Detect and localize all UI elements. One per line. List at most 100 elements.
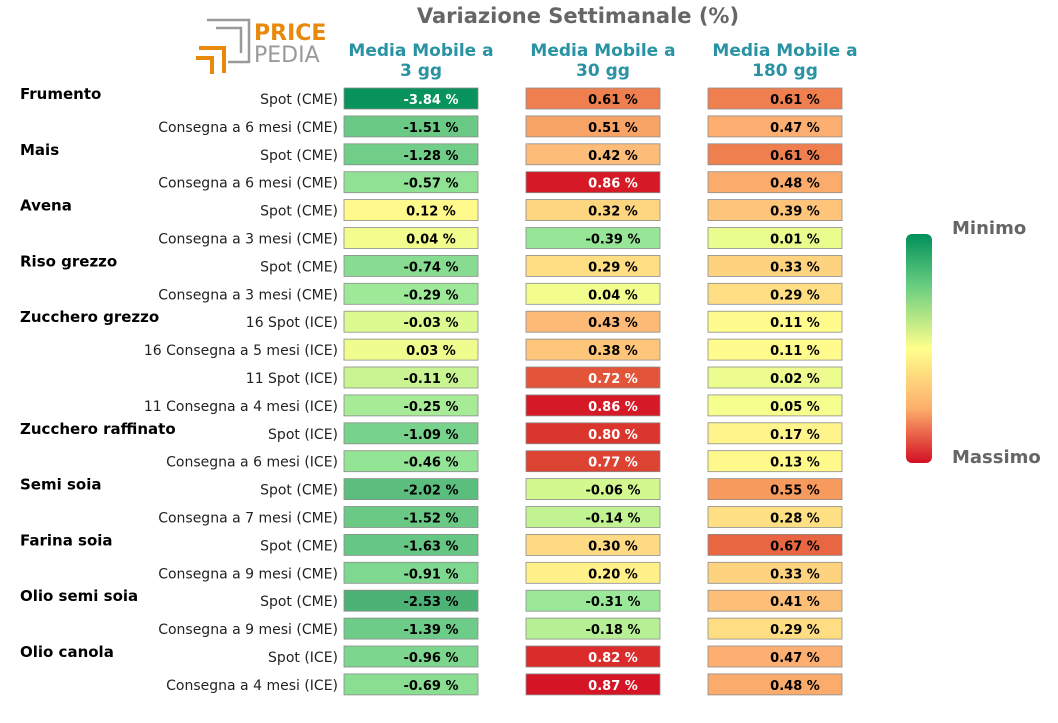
row-label: Consegna a 6 mesi (CME) [158,176,338,192]
heatmap-cell [525,645,661,668]
heatmap-cell [707,645,843,668]
heatmap-cell [707,87,843,110]
chart-title: Variazione Settimanale (%) [417,4,739,28]
heatmap-cell [707,450,843,473]
cell-value-label: 0.86 % [588,400,638,415]
row-label: 11 Spot (ICE) [246,371,338,387]
heatmap-cell [525,171,661,194]
heatmap-cell [525,561,661,584]
cell-value-label: -2.02 % [403,484,458,499]
cell-value-label: -0.18 % [585,623,640,638]
cell-value-label: 0.67 % [770,539,820,554]
heatmap-cell [707,282,843,305]
row-label: Spot (CME) [260,538,338,554]
row-label: Spot (CME) [260,594,338,610]
group-label: Farina soia [20,531,113,549]
heatmap-cell [525,310,661,333]
heatmap-cell [525,366,661,389]
heatmap-cell [525,478,661,501]
cell-value-label: 0.04 % [588,288,638,303]
cell-value-label: -0.74 % [403,260,458,275]
heatmap-cell [343,617,479,640]
cell-value-label: -0.57 % [403,177,458,192]
heatmap-cell [343,366,479,389]
column-header-1-line1: Media Mobile a [348,41,493,61]
cell-value-label: 0.33 % [770,567,820,582]
heatmap-cell [343,589,479,612]
cell-value-label: -0.69 % [403,679,458,694]
cell-value-label: -1.28 % [403,149,458,164]
legend-max-label: Massimo [952,447,1041,468]
heatmap-cell [707,338,843,361]
row-label: 11 Consegna a 4 mesi (ICE) [144,399,338,415]
heatmap-cell [525,87,661,110]
heatmap-cell [525,617,661,640]
row-label: Spot (CME) [260,204,338,220]
logo-mark-icon [196,18,251,74]
column-header-1-line2: 3 gg [400,61,442,81]
row-label: 16 Spot (ICE) [246,315,338,331]
heatmap-cell [343,450,479,473]
heatmap-cell [525,115,661,138]
row-label: Spot (ICE) [268,427,338,443]
heatmap-cell [707,589,843,612]
row-label: Consegna a 7 mesi (CME) [158,511,338,527]
heatmap-cell [343,143,479,166]
cell-value-label: -1.51 % [403,121,458,136]
heatmap-cell [343,227,479,249]
row-label: Consegna a 3 mesi (CME) [158,287,338,303]
cell-value-label: 0.05 % [770,400,820,415]
heatmap-cell [525,422,661,445]
row-label: Spot (CME) [260,259,338,275]
cell-value-label: 0.48 % [770,177,820,192]
heatmap-cell [525,673,661,696]
heatmap-cell [525,589,661,612]
cell-value-label: 0.61 % [770,93,820,108]
cell-value-label: 0.47 % [770,651,820,666]
cell-value-label: -1.52 % [403,512,458,527]
cell-value-label: 0.02 % [770,372,820,387]
heatmap-cell [343,254,479,277]
cell-value-label: 0.86 % [588,177,638,192]
cell-value-label: -0.91 % [403,567,458,582]
heatmap-grid: Frumento Spot (CME) -3.84 % 0.61 % 0.61 % Con… [20,85,843,696]
cell-value-label: 0.11 % [770,316,820,331]
cell-value-label: -2.53 % [403,595,458,610]
cell-value-label: 0.47 % [770,121,820,136]
heatmap-cell [343,171,479,194]
heatmap-cell [343,115,479,138]
group-label: Olio semi soia [20,587,138,605]
cell-value-label: -0.06 % [585,484,640,499]
cell-value-label: -3.84 % [403,93,458,108]
cell-value-label: -0.39 % [585,233,640,248]
cell-value-label: 0.43 % [588,316,638,331]
heatmap-cell [525,338,661,361]
cell-value-label: 0.29 % [770,288,820,303]
logo-pedia-text: PEDIA [254,43,320,68]
column-header-3-line1: Media Mobile a [712,41,857,61]
cell-value-label: -1.09 % [403,428,458,443]
cell-value-label: -0.03 % [403,316,458,331]
cell-value-label: 0.77 % [588,456,638,471]
cell-value-label: 0.32 % [588,205,638,220]
heatmap-cell [707,478,843,501]
heatmap-cell [525,394,661,417]
cell-value-label: 0.61 % [770,149,820,164]
heatmap-cell [343,338,479,361]
cell-value-label: 0.38 % [588,344,638,359]
group-label: Zucchero grezzo [20,308,159,326]
cell-value-label: 0.03 % [406,344,456,359]
column-header-2-line1: Media Mobile a [530,41,675,61]
logo-price-text: PRICE [254,21,326,46]
row-label: Spot (ICE) [268,650,338,666]
cell-value-label: -0.46 % [403,456,458,471]
cell-value-label: 0.30 % [588,539,638,554]
group-label: Semi soia [20,476,101,494]
heatmap-cell [343,534,479,556]
heatmap-cell [525,506,661,528]
cell-value-label: 0.72 % [588,372,638,387]
heatmap-cell [525,534,661,556]
cell-value-label: -0.31 % [585,595,640,610]
cell-value-label: 0.13 % [770,456,820,471]
